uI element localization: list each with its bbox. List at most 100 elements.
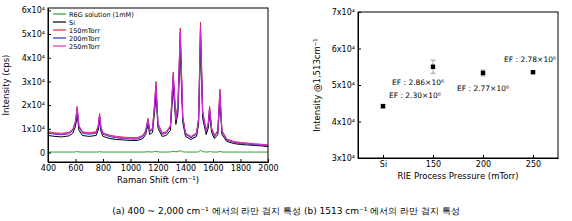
- error-bar-cap: [481, 70, 486, 71]
- tick-mark: [103, 159, 104, 162]
- line-chart: 40060080010001200140016001800200001x10⁴2…: [1, 6, 279, 185]
- tick-mark: [358, 158, 361, 159]
- tick-label: 4x10⁴: [22, 54, 45, 63]
- points-group: [381, 60, 536, 108]
- error-bar: [481, 70, 486, 76]
- tick: 5x10⁴: [22, 30, 51, 39]
- tick-mark: [213, 159, 214, 162]
- point: [531, 70, 535, 74]
- tick: 6x10⁴: [332, 45, 361, 54]
- legend-swatch: [53, 21, 66, 22]
- tick-mark: [358, 85, 361, 86]
- tick: 600: [68, 159, 83, 173]
- tick: Si: [380, 155, 387, 169]
- tick: 0: [40, 149, 51, 158]
- tick: 800: [96, 159, 111, 173]
- tick: 7x10⁴: [332, 8, 361, 17]
- annotation: EF : 2.30×10⁶: [389, 91, 441, 100]
- tick-label: 6x10⁴: [332, 45, 355, 54]
- tick-mark: [241, 159, 242, 162]
- tick-label: 4x10⁴: [332, 118, 355, 127]
- legend-entry: 250mTorr: [53, 43, 100, 51]
- tick-label: Si: [380, 160, 387, 169]
- tick-mark: [358, 12, 361, 13]
- legend-label: 250mTorr: [69, 43, 100, 51]
- plot-frame: [358, 12, 558, 158]
- scatter-chart: Si 150 200 250 3x10⁴ 4x10⁴ 5x10⁴ 6x10⁴ 7x10⁴ RIE …: [312, 8, 559, 181]
- series-line: [48, 26, 268, 146]
- tick-mark: [433, 155, 434, 158]
- tick-label: 200: [476, 160, 491, 169]
- tick-label: 1600: [203, 164, 223, 173]
- point: [431, 65, 435, 69]
- x-axis: 400 600 800 1000 1200 1400 1600 1800 2000: [41, 159, 279, 173]
- legend-label: 150mTorr: [69, 27, 100, 35]
- error-bar-cap: [431, 60, 436, 61]
- caption: (a) 400 ~ 2,000 cm⁻¹ 에서의 라만 검지 특성 (b) 15…: [112, 206, 460, 216]
- tick-mark: [186, 159, 187, 162]
- legend-entry: Si: [53, 19, 75, 27]
- tick-label: 5x10⁴: [22, 30, 45, 39]
- tick: 200: [476, 155, 491, 169]
- tick-mark: [131, 159, 132, 162]
- point: [481, 71, 485, 75]
- x-axis-title: RIE Process Pressure (mTorr): [397, 171, 518, 181]
- tick-label: 150: [426, 160, 441, 169]
- tick: 3x10⁴: [332, 154, 361, 163]
- tick-mark: [48, 58, 51, 59]
- y-axis-title: Intensity (cps): [1, 55, 11, 116]
- legend-label: R6G solution (1mM): [69, 11, 134, 19]
- tick: 2x10⁴: [22, 101, 51, 110]
- tick: 4x10⁴: [22, 54, 51, 63]
- tick: 1200: [148, 159, 168, 173]
- legend-swatch: [53, 45, 66, 46]
- tick-mark: [76, 159, 77, 162]
- tick-label: 3x10⁴: [22, 78, 45, 87]
- error-bar: [381, 104, 386, 108]
- legend-label: 200mTorr: [69, 35, 100, 43]
- tick-label: 5x10⁴: [332, 81, 355, 90]
- error-bar: [431, 60, 436, 73]
- tick-label: 0: [40, 149, 45, 158]
- tick-label: 250: [526, 160, 541, 169]
- y-axis: 3x10⁴ 4x10⁴ 5x10⁴ 6x10⁴ 7x10⁴: [332, 8, 361, 163]
- x-axis: Si 150 200 250: [359, 155, 559, 169]
- tick: 6x10⁴: [22, 6, 51, 15]
- axis-line: [48, 9, 49, 163]
- tick-label: 7x10⁴: [332, 8, 355, 17]
- series-line: [48, 150, 268, 152]
- tick-mark: [48, 105, 51, 106]
- legend: R6G solution (1mM)Si150mTorr200mTorr250m…: [53, 11, 134, 51]
- legend-entry: R6G solution (1mM): [53, 11, 134, 19]
- tick: 3x10⁴: [22, 78, 51, 87]
- tick-label: 1200: [148, 164, 168, 173]
- series-line: [48, 22, 268, 145]
- tick: 1800: [231, 159, 251, 173]
- tick-label: 2000: [258, 164, 278, 173]
- y-axis-title: Intensity @1,513cm⁻¹: [312, 38, 322, 131]
- tick-mark: [358, 122, 361, 123]
- annotation: EF : 2.78×10⁶: [504, 55, 556, 64]
- annotation: EF : 2.77×10⁶: [457, 84, 509, 93]
- tick-label: 1000: [121, 164, 141, 173]
- annotation: EF : 2.86×10⁶: [392, 78, 444, 87]
- y-axis: 01x10⁴2x10⁴3x10⁴4x10⁴5x10⁴6x10⁴: [22, 6, 51, 162]
- tick: 5x10⁴: [332, 81, 361, 90]
- tick: 150: [426, 155, 441, 169]
- tick: 1400: [176, 159, 196, 173]
- error-bar-cap: [431, 73, 436, 74]
- tick-mark: [48, 10, 51, 11]
- tick-mark: [483, 155, 484, 158]
- tick-label: 2x10⁴: [22, 101, 45, 110]
- x-axis-title: Raman Shift (cm⁻¹): [117, 175, 199, 185]
- point: [381, 104, 385, 108]
- legend-swatch: [53, 37, 66, 38]
- tick: 1600: [203, 159, 223, 173]
- tick-mark: [48, 153, 51, 154]
- tick-mark: [268, 159, 269, 162]
- tick-label: 1800: [231, 164, 251, 173]
- tick-label: 400: [41, 164, 56, 173]
- tick-mark: [158, 159, 159, 162]
- series-line: [48, 27, 268, 146]
- tick-mark: [48, 129, 51, 130]
